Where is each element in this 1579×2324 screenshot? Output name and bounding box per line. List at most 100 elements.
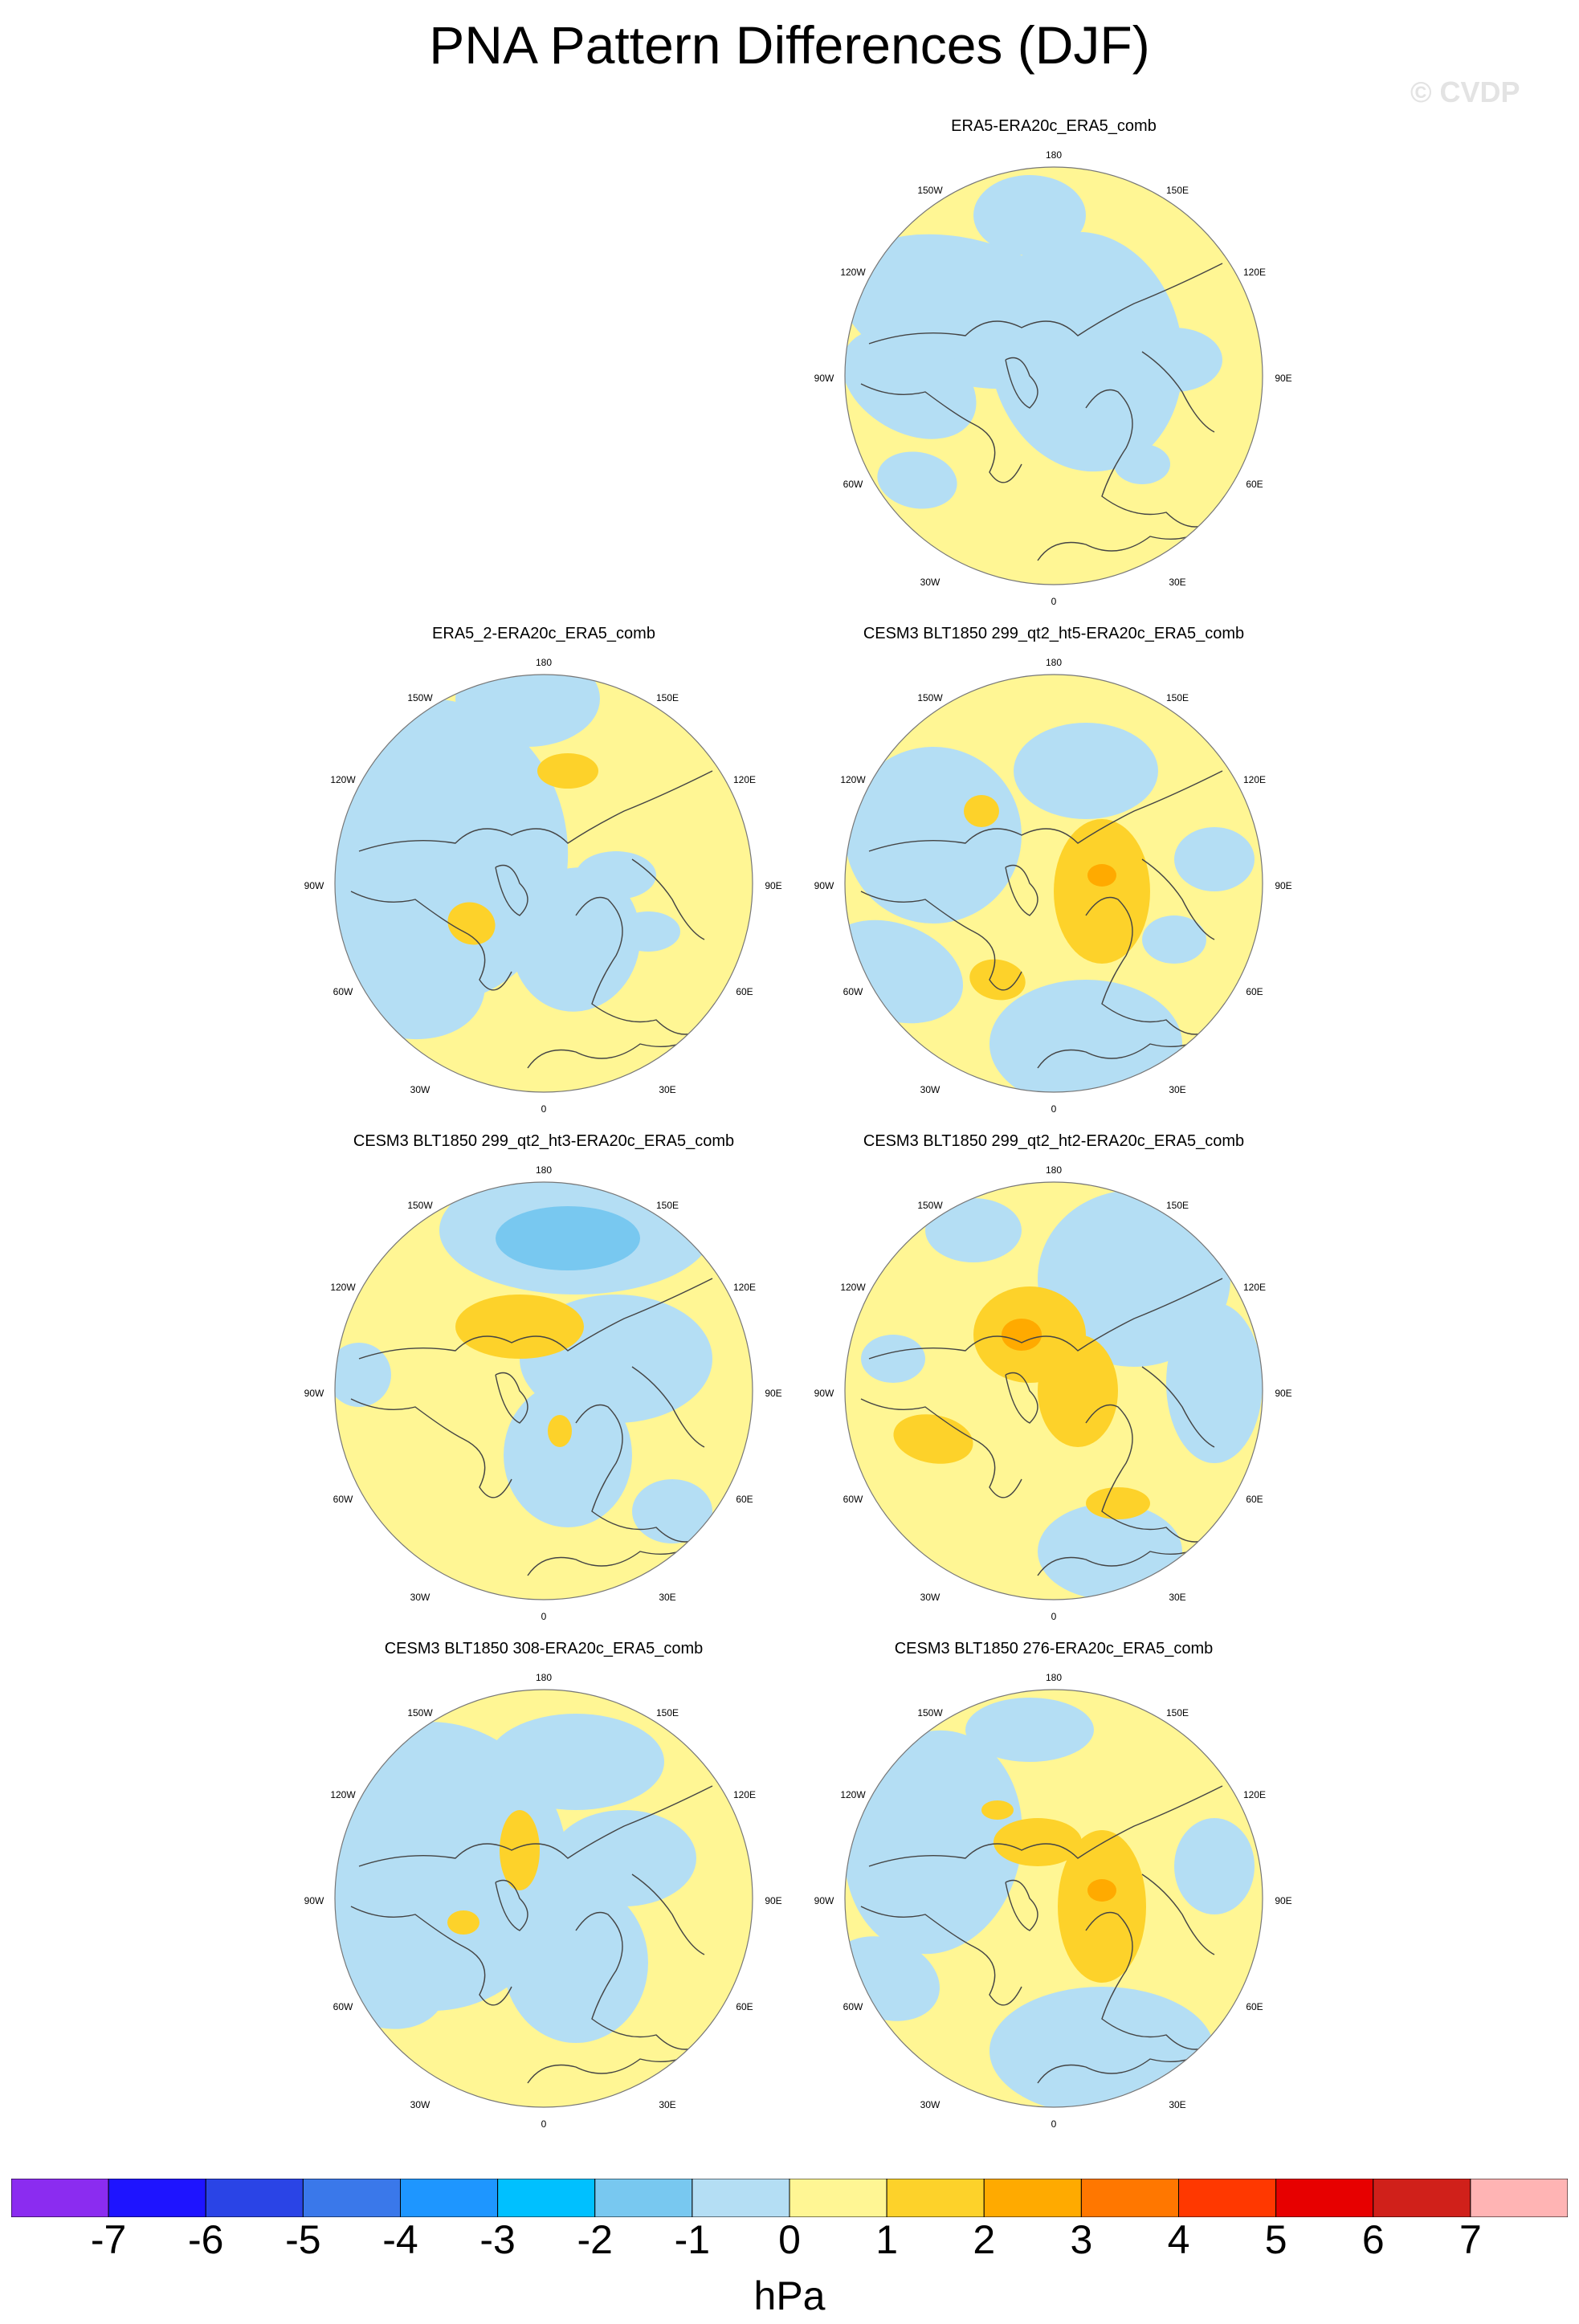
colorbar-box: [1275, 2179, 1374, 2217]
coastline: [575, 896, 705, 1035]
longitude-label: 0: [1051, 596, 1057, 607]
anomaly-region: [537, 753, 598, 789]
panel-title: ERA5_2-ERA20c_ERA5_comb: [432, 625, 655, 642]
longitude-label: 150W: [917, 185, 943, 196]
longitude-label: 30W: [410, 1592, 430, 1603]
colorbar-tick: 2: [973, 2217, 996, 2262]
longitude-label: 150W: [917, 692, 943, 703]
longitude-label: 120W: [840, 774, 866, 785]
map-panel-ht3: CESM3 BLT1850 299_qt2_ht3-ERA20c_ERA5_co…: [295, 1132, 793, 1638]
polar-map: 180 150E 120E 90E 60E 30E 0 30W 60W 90W 120W 150W: [304, 657, 782, 1115]
coastline: [868, 770, 1223, 852]
longitude-label: 180: [536, 1164, 552, 1176]
panel-title: ERA5-ERA20c_ERA5_comb: [951, 117, 1157, 135]
colorbar-tick: -6: [188, 2217, 224, 2262]
anomaly-region: [455, 1295, 584, 1359]
coastline: [495, 864, 528, 916]
longitude-label: 120E: [733, 1282, 756, 1293]
map-panel-ht5: CESM3 BLT1850 299_qt2_ht5-ERA20c_ERA5_co…: [805, 625, 1303, 1131]
anomaly-region: [552, 1810, 696, 1906]
anomaly-region: [1142, 915, 1206, 964]
cvdp-watermark: © CVDP: [1410, 75, 1520, 108]
coastline: [358, 770, 713, 852]
longitude-label: 120W: [840, 267, 866, 278]
longitude-label: 30W: [920, 1592, 940, 1603]
longitude-label: 150E: [1166, 692, 1189, 703]
longitude-label: 30E: [1169, 577, 1185, 588]
map-boundary: [844, 166, 1263, 585]
map-field: [845, 1182, 1263, 1600]
longitude-label: 30W: [920, 2099, 940, 2110]
coastline: [1141, 351, 1215, 433]
coastline: [1005, 1372, 1038, 1424]
anomaly-region: [845, 328, 977, 439]
anomaly-region: [964, 795, 999, 827]
longitude-label: 120W: [330, 1789, 356, 1800]
anomaly-region: [1086, 1487, 1150, 1519]
longitude-label: 30W: [920, 577, 940, 588]
longitude-label: 150W: [407, 1200, 433, 1211]
longitude-label: 90E: [765, 1388, 781, 1399]
longitude-label: 120W: [840, 1789, 866, 1800]
anomaly-region: [925, 1198, 1022, 1262]
coastline: [1005, 357, 1038, 409]
coastline: [350, 1398, 512, 1498]
map-field: [335, 1690, 753, 2107]
longitude-label: 90W: [814, 880, 834, 891]
longitude-label: 120E: [1243, 1282, 1266, 1293]
anomaly-region: [861, 1335, 925, 1383]
longitude-label: 60E: [1246, 1494, 1263, 1505]
coastline: [527, 1035, 697, 1069]
longitude-label: 30E: [659, 2099, 675, 2110]
coastline: [860, 891, 1022, 991]
longitude-label: 90E: [765, 1895, 781, 1906]
longitude-label: 120E: [1243, 774, 1266, 785]
coastline: [527, 2050, 697, 2084]
polar-map: 180 150E 120E 90E 60E 30E 0 30W 60W 90W 120W 150W: [814, 1164, 1292, 1622]
coastline: [1141, 1873, 1215, 1955]
anomaly-region: [1174, 1818, 1255, 1914]
colorbar-box: [1470, 2179, 1568, 2217]
coastline: [631, 1366, 705, 1448]
longitude-label: 30E: [1169, 1592, 1185, 1603]
longitude-label: 60W: [843, 2001, 863, 2012]
anomaly-region: [1038, 1503, 1182, 1600]
longitude-label: 180: [1046, 657, 1062, 668]
anomaly-region: [576, 851, 656, 899]
anomaly-region: [965, 1698, 1094, 1762]
anomaly-region: [877, 451, 957, 509]
coastline: [1085, 1404, 1215, 1543]
colorbar-tick: -5: [285, 2217, 321, 2262]
anomaly-region: [511, 867, 641, 1012]
longitude-label: 90E: [1275, 880, 1291, 891]
polar-map: 180 150E 120E 90E 60E 30E 0 30W 60W 90W 120W 150W: [814, 657, 1292, 1115]
longitude-label: 180: [1046, 1672, 1062, 1683]
anomaly-region: [632, 1479, 712, 1543]
coastline: [575, 1404, 705, 1543]
anomaly-region: [1038, 1335, 1118, 1447]
anomaly-region: [994, 1818, 1082, 1866]
anomaly-region: [1166, 1303, 1263, 1463]
longitude-label: 0: [1051, 2118, 1057, 2130]
coastline: [1085, 389, 1215, 528]
coastline: [350, 1906, 512, 2006]
longitude-label: 150W: [917, 1200, 943, 1211]
longitude-label: 90E: [1275, 1895, 1291, 1906]
longitude-label: 120E: [733, 774, 756, 785]
anomaly-region: [504, 1383, 632, 1527]
anomaly-region: [1174, 827, 1255, 891]
colorbar-box: [11, 2179, 109, 2217]
longitude-label: 180: [536, 657, 552, 668]
longitude-label: 60E: [736, 1494, 753, 1505]
coastline: [495, 1879, 528, 1931]
map-field: [335, 1182, 753, 1600]
colorbar-box: [594, 2179, 693, 2217]
colorbar-units: hPa: [753, 2273, 826, 2318]
colorbar-box: [1080, 2179, 1179, 2217]
anomaly-region: [447, 1910, 479, 1935]
map-field: [845, 1690, 1263, 2107]
polar-map: 180 150E 120E 90E 60E 30E 0 30W 60W 90W 120W 150W: [304, 1672, 782, 2130]
panel-title: CESM3 BLT1850 308-ERA20c_ERA5_comb: [384, 1640, 704, 1657]
colorbar-tick: -2: [577, 2217, 613, 2262]
coastline: [575, 1911, 705, 2050]
